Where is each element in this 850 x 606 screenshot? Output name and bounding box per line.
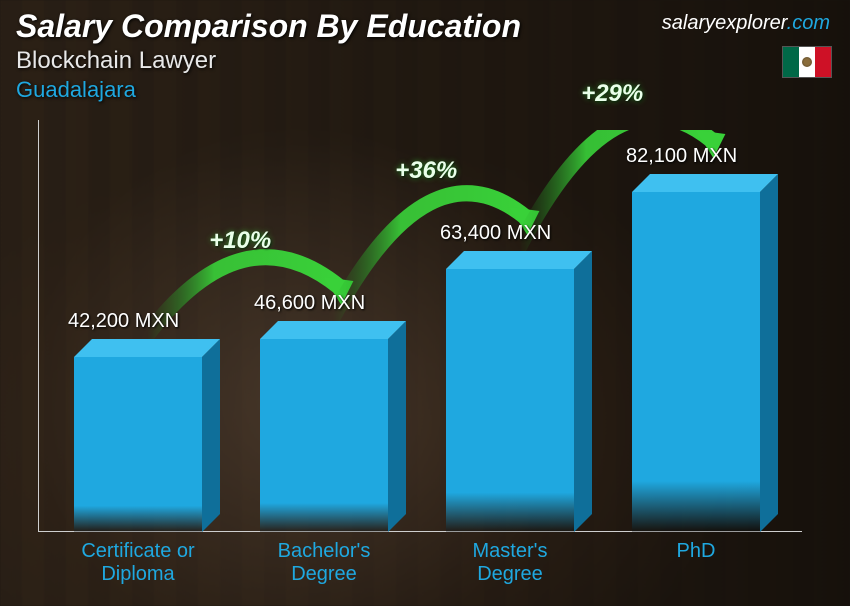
bar-top bbox=[260, 321, 406, 339]
bar-front bbox=[74, 357, 202, 532]
increment-label: +36% bbox=[395, 157, 457, 185]
bar-0: 42,200 MXN bbox=[74, 357, 220, 532]
bar-side bbox=[760, 174, 778, 532]
bar-front bbox=[260, 339, 388, 532]
bar-category-label: Bachelor'sDegree bbox=[240, 540, 408, 586]
bar-value-label: 42,200 MXN bbox=[68, 310, 179, 333]
increment-label: +29% bbox=[581, 80, 643, 108]
page-location: Guadalajara bbox=[16, 77, 521, 103]
bar-value-label: 46,600 MXN bbox=[254, 292, 365, 315]
country-flag-icon bbox=[782, 46, 832, 78]
page-subtitle: Blockchain Lawyer bbox=[16, 47, 521, 75]
bar-top bbox=[74, 339, 220, 357]
bar-category-label: PhD bbox=[612, 540, 780, 563]
bar-front bbox=[446, 269, 574, 532]
increment-label: +10% bbox=[209, 227, 271, 255]
page-title: Salary Comparison By Education bbox=[16, 8, 521, 45]
bar-3: 82,100 MXN bbox=[632, 192, 778, 532]
bar-2: 63,400 MXN bbox=[446, 269, 592, 532]
bar-side bbox=[202, 339, 220, 532]
bar-top bbox=[446, 251, 592, 269]
bar-side bbox=[388, 321, 406, 532]
bar-value-label: 82,100 MXN bbox=[626, 145, 737, 168]
brand-suffix: .com bbox=[787, 12, 830, 34]
bar-top bbox=[632, 174, 778, 192]
bar-category-label: Certificate orDiploma bbox=[54, 540, 222, 586]
brand-logo: salaryexplorer.com bbox=[662, 12, 830, 35]
infographic-container: Salary Comparison By Education Blockchai… bbox=[0, 0, 850, 606]
bars-container: 42,200 MXN 46,600 MXN 63,400 MXN 82,100 MXN bbox=[38, 130, 802, 532]
brand-name: salaryexplorer bbox=[662, 12, 787, 34]
header-block: Salary Comparison By Education Blockchai… bbox=[16, 8, 521, 103]
bar-front bbox=[632, 192, 760, 532]
bar-1: 46,600 MXN bbox=[260, 339, 406, 532]
bar-category-label: Master'sDegree bbox=[426, 540, 594, 586]
bar-side bbox=[574, 251, 592, 532]
bar-value-label: 63,400 MXN bbox=[440, 222, 551, 245]
bar-chart: 42,200 MXN 46,600 MXN 63,400 MXN 82,100 MXN… bbox=[38, 130, 802, 532]
